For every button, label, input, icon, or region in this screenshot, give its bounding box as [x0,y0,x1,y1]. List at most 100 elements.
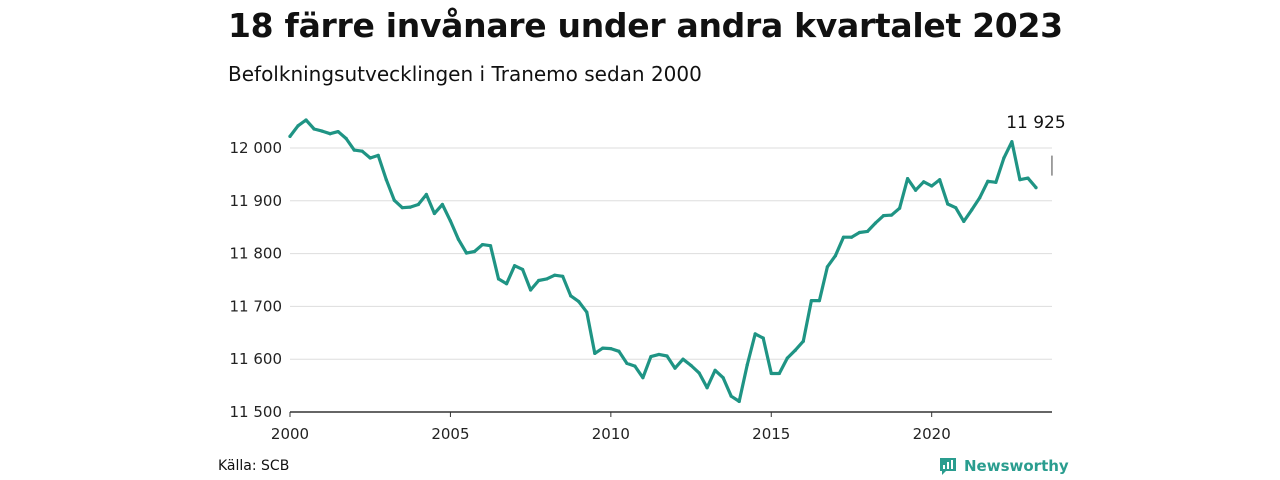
data-point [1002,156,1006,160]
data-point [825,265,830,269]
data-point [368,156,372,160]
data-point [721,376,725,380]
data-point [849,235,854,239]
x-tick-label: 2015 [752,425,790,443]
data-point [898,206,902,210]
data-point [288,134,292,138]
data-point [777,371,781,376]
data-point [408,205,412,209]
x-tick-label: 2005 [431,425,469,443]
data-point [841,235,846,239]
data-point [585,310,589,314]
data-point [994,180,998,184]
data-point [416,202,420,207]
series-layer [288,118,1038,404]
data-point [865,229,870,234]
data-point [697,371,701,375]
data-point [512,264,517,268]
data-point [360,149,364,153]
data-point [1034,186,1038,190]
data-point [336,130,340,134]
data-point [432,211,436,216]
data-point [424,192,428,197]
series-line [288,118,1038,403]
data-point [649,354,653,359]
data-point [962,219,966,223]
data-point [833,254,838,258]
brand-name: Newsworthy [964,457,1069,475]
data-point [938,178,942,182]
y-tick-label: 11 800 [230,245,283,263]
data-point [601,346,605,350]
data-point [440,202,444,207]
data-point [504,282,509,286]
data-point [681,357,685,361]
data-point [312,127,316,131]
y-tick-label: 11 900 [230,192,283,210]
data-point [488,244,493,248]
data-point [737,399,741,404]
data-point [344,136,348,141]
data-point [472,249,477,254]
data-point [729,394,733,398]
data-point [1018,178,1022,182]
y-tick-label: 11 500 [230,403,283,421]
data-point [906,177,910,181]
data-point [889,213,894,217]
data-point [577,300,581,304]
data-point [970,208,974,212]
brand-logo: Newsworthy [938,456,1069,476]
annotation-layer: 11 925 [1006,113,1066,176]
data-point [657,352,661,357]
data-point [352,148,356,152]
data-point [633,364,637,368]
data-point [376,153,380,157]
data-point [761,336,765,340]
data-point [448,219,453,223]
chart-subtitle: Befolkningsutvecklingen i Tranemo sedan … [228,62,702,86]
data-point [769,371,773,376]
data-point [304,118,308,122]
data-point [978,196,982,200]
data-point [713,368,717,372]
data-point [641,376,645,380]
data-point [464,251,469,255]
data-point [496,277,501,281]
data-point [665,354,669,358]
data-point [881,213,886,218]
data-point [480,243,485,247]
axis-layer: 11 500 11 600 11 700 11 800 11 900 12 000 2000… [230,139,951,443]
data-point [296,124,300,128]
x-tick-label: 2010 [592,425,630,443]
data-point [392,198,396,202]
data-point [745,363,749,367]
data-point [857,230,862,235]
data-point [986,179,990,183]
x-tick-label: 2020 [913,425,951,443]
data-point [561,274,565,278]
data-point [1010,140,1014,144]
chart-title: 18 färre invånare under andra kvartalet … [228,6,1063,45]
data-point [817,298,821,303]
data-point [529,288,533,292]
data-point [673,366,677,370]
y-tick-label: 11 600 [230,350,283,368]
data-point [914,188,918,192]
annotation-label: 11 925 [1006,113,1065,133]
data-point [521,267,525,272]
x-tick-label: 2000 [271,425,309,443]
data-point [954,206,958,210]
data-point [1026,176,1030,180]
data-point [553,273,557,277]
data-point [609,347,613,351]
data-point [384,178,388,182]
newsworthy-logo-icon [940,458,956,475]
data-point [545,277,549,281]
data-point [785,356,789,360]
y-tick-label: 12 000 [230,139,283,157]
data-point [809,298,813,303]
y-tick-label: 11 700 [230,297,283,315]
data-point [456,237,461,241]
data-point [705,386,709,390]
data-point [593,351,597,355]
